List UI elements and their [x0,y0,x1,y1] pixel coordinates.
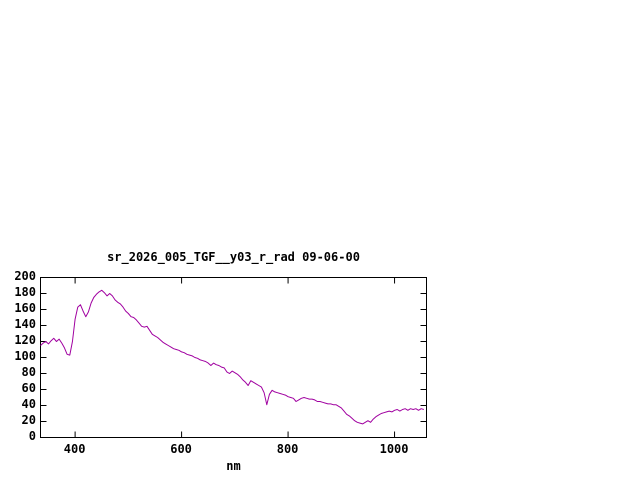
y-tick-label: 140 [14,317,36,331]
x-axis-label: nm [226,459,241,473]
x-tick-label: 1000 [379,442,409,456]
y-tick-label: 0 [28,429,36,443]
y-tick-label: 60 [21,381,36,395]
y-tick-label: 120 [14,333,36,347]
y-tick-label: 180 [14,285,36,299]
x-tick-label: 600 [170,442,192,456]
x-tick-label: 800 [276,442,299,456]
y-tick-label: 200 [14,269,36,283]
y-tick-label: 160 [14,301,36,315]
spectrum-line [40,289,424,425]
y-tick-label: 100 [14,349,36,363]
y-tick-label: 20 [21,413,36,427]
x-tick-label: 400 [63,442,86,456]
y-tick-label: 80 [21,365,36,379]
y-tick-label: 40 [21,397,36,411]
plot-border [40,277,427,438]
chart-title: sr_2026_005_TGF__y03_r_rad 09-06-00 [107,250,360,264]
plot-area [40,277,427,438]
